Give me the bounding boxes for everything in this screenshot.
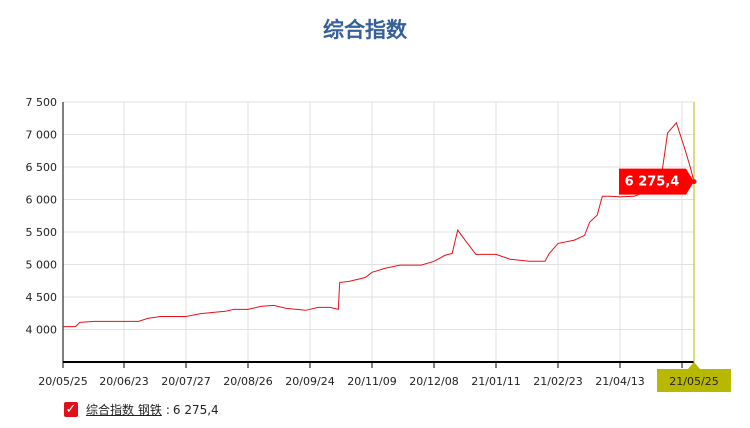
checkbox-icon[interactable]: ✓ — [64, 402, 78, 417]
x-tick-label: 21/01/11 — [471, 375, 520, 388]
y-tick-label: 7 500 — [26, 96, 58, 109]
y-tick-label: 5 000 — [26, 259, 58, 272]
value-tooltip-bg — [619, 168, 694, 195]
legend-value: 6 275,4 — [172, 402, 219, 417]
chart-title: 综合指数 — [323, 17, 407, 42]
x-tick-label: 20/06/23 — [99, 375, 148, 388]
x-tick-label: 20/11/09 — [347, 375, 396, 388]
x-tick-label: 20/12/08 — [409, 375, 458, 388]
series-line — [63, 121, 695, 328]
y-tick-label: 7 000 — [26, 129, 58, 142]
date-tooltip-bg — [657, 362, 731, 392]
x-tick-label: 20/07/27 — [161, 375, 210, 388]
x-tick-label: 21/04/13 — [595, 375, 644, 388]
y-tick-label: 4 500 — [26, 291, 58, 304]
y-tick-label: 5 500 — [26, 226, 58, 239]
x-tick-label: 20/08/26 — [223, 375, 272, 388]
x-tick-label: 20/09/24 — [285, 375, 334, 388]
date-tooltip-text: 21/05/25 — [669, 375, 718, 388]
x-tick-label: 20/05/25 — [38, 375, 87, 388]
y-tick-label: 4 000 — [26, 324, 58, 337]
legend-series-label[interactable]: 综合指数 钢铁 — [86, 403, 162, 417]
y-tick-label: 6 500 — [26, 161, 58, 174]
x-tick-label: 21/02/23 — [533, 375, 582, 388]
legend[interactable]: ✓ 综合指数 钢铁 : 6 275,4 — [64, 401, 219, 418]
value-tooltip-text: 6 275,4 — [625, 175, 680, 190]
y-tick-label: 6 000 — [26, 194, 58, 207]
legend-separator: : — [165, 402, 170, 417]
